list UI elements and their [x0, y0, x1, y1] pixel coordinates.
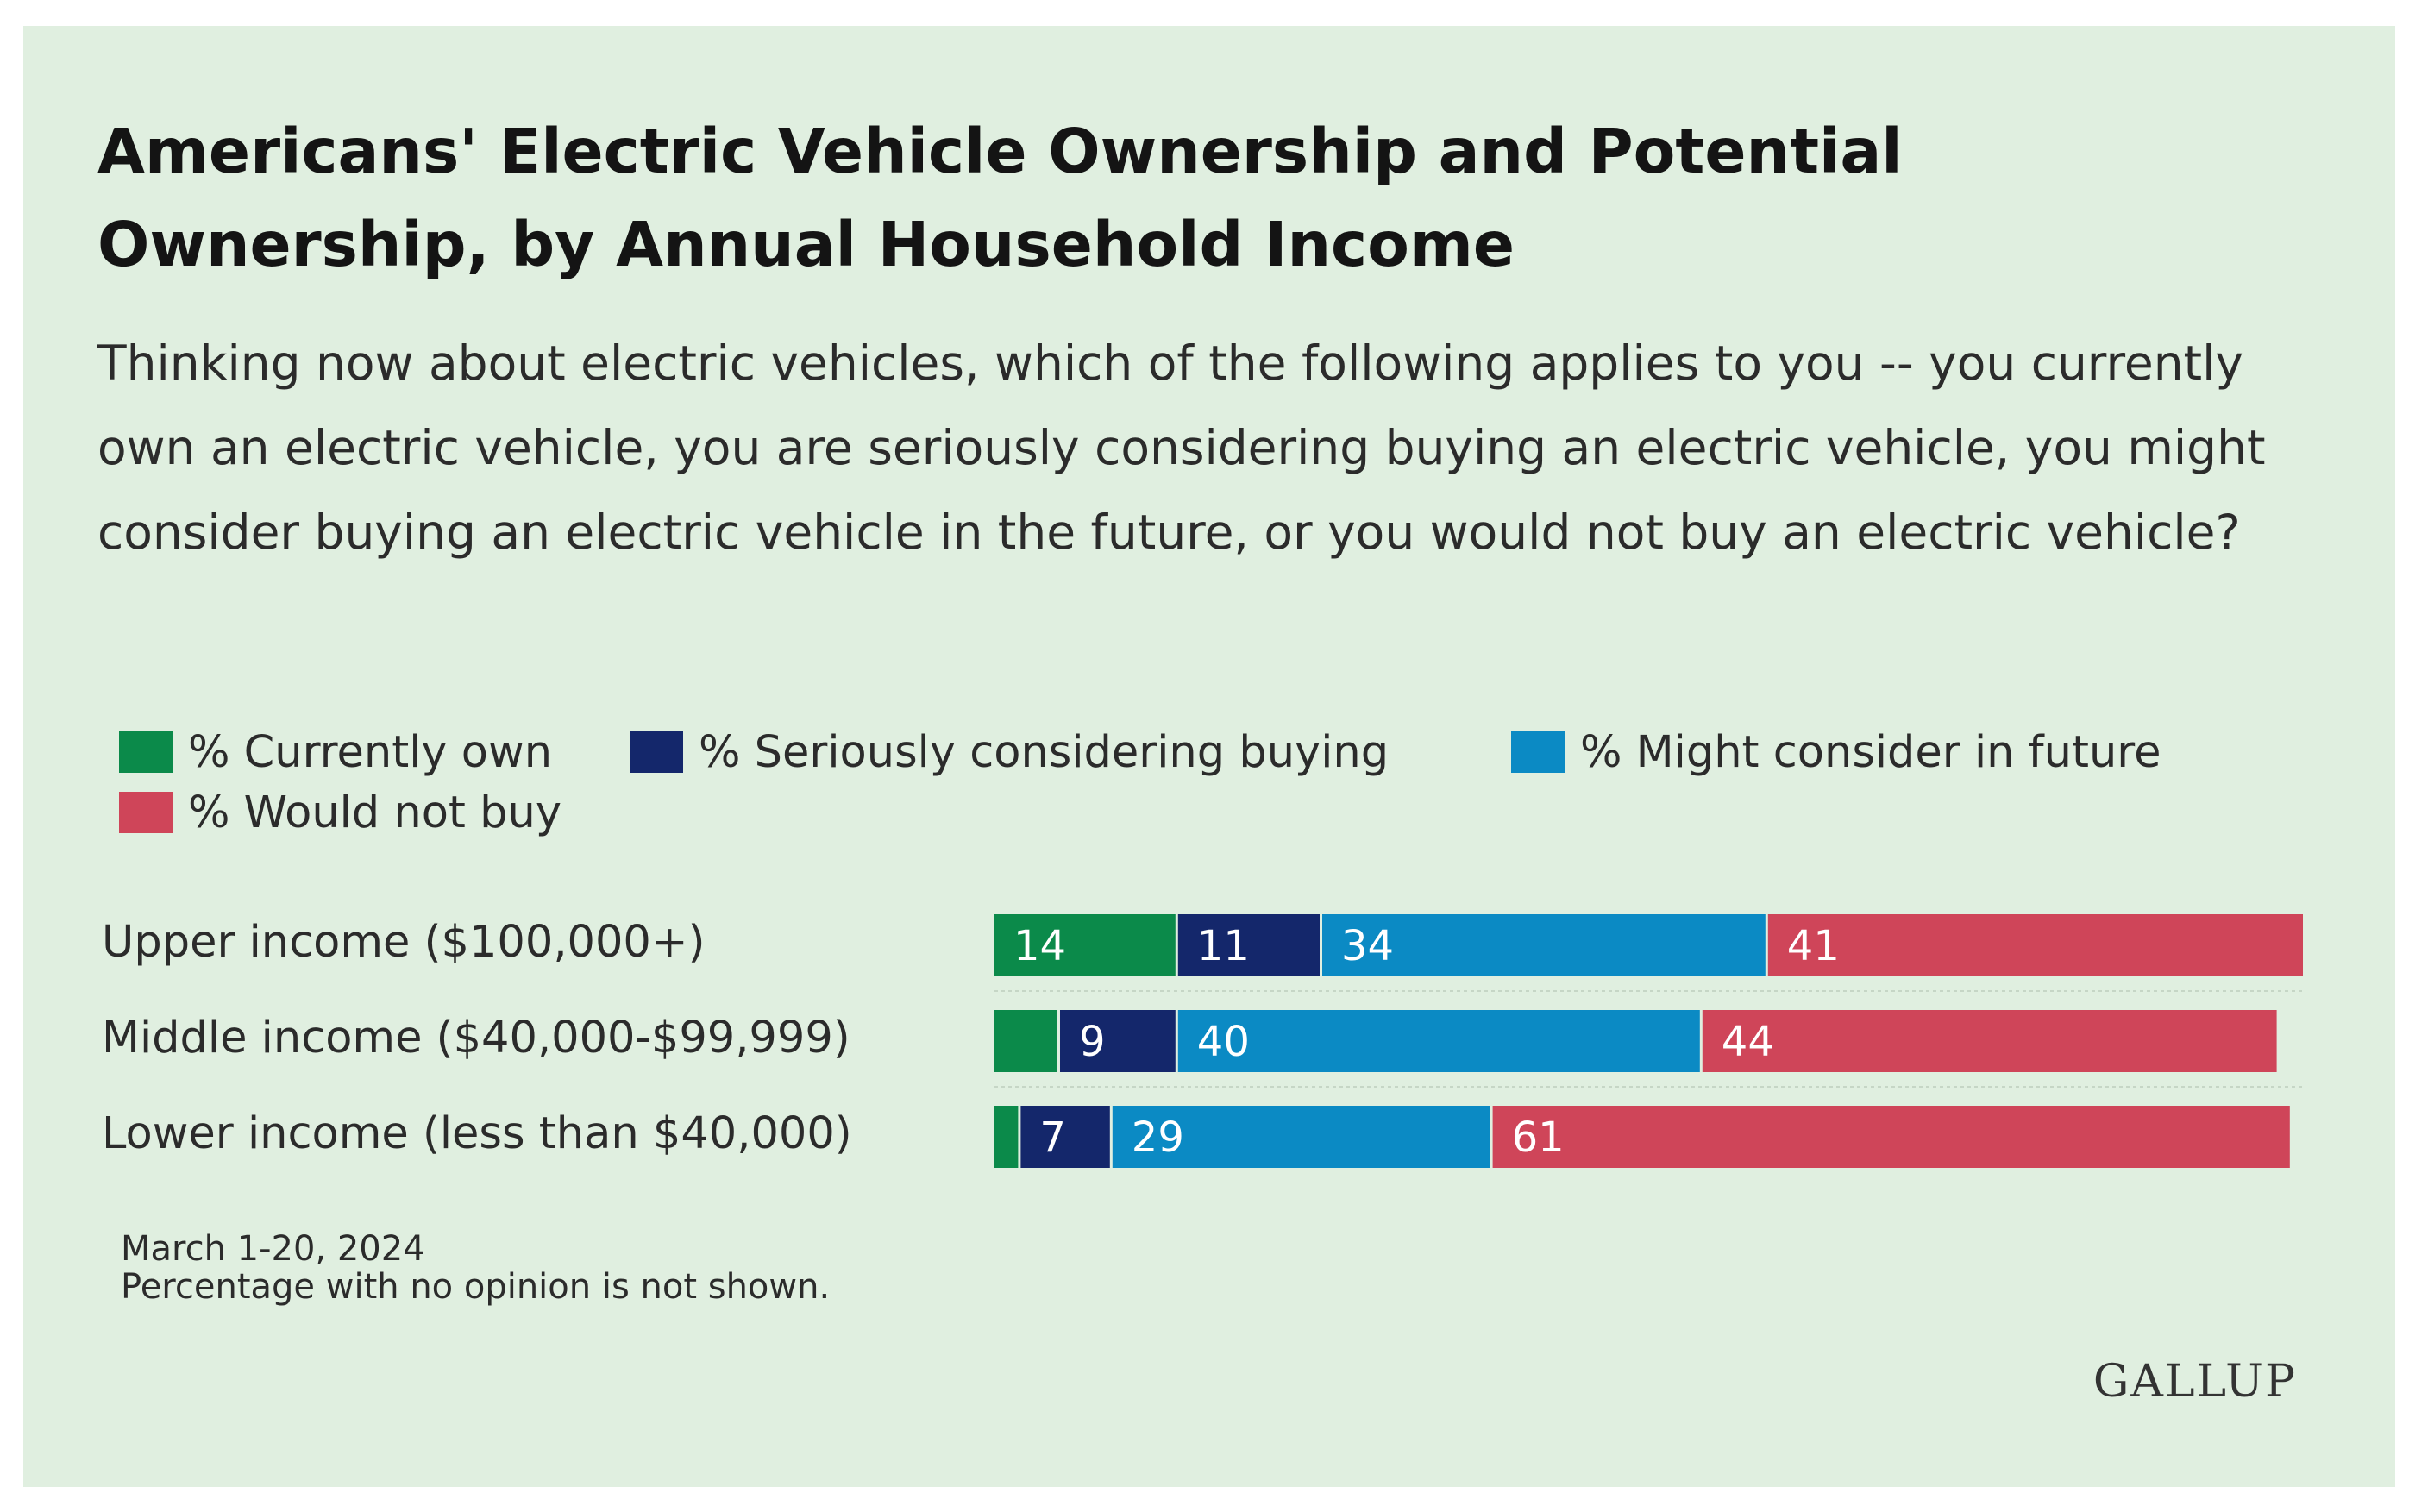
legend-swatch-seriously-considering: [630, 731, 683, 773]
data-label-would-not-buy-row-1: 41: [1787, 922, 1840, 970]
bar-segment-currently-own-row-1: [994, 914, 1176, 976]
category-label-upper-income: Upper income ($100,000+): [102, 917, 706, 968]
bar-segment-might-consider-row-2: [1177, 1010, 1700, 1072]
bar-segment-might-consider-row-3: [1112, 1106, 1490, 1168]
bar-segment-would-not-buy-row-2: [1702, 1010, 2277, 1072]
bar-segment-would-not-buy-row-1: [1767, 914, 2303, 976]
category-label-lower-income: Lower income (less than $40,000): [102, 1108, 852, 1159]
legend-swatch-would-not-buy: [119, 792, 173, 833]
chart-panel: [23, 26, 2395, 1487]
legend-label-would-not-buy: % Would not buy: [188, 787, 562, 838]
data-label-might-consider-row-3: 29: [1132, 1114, 1184, 1162]
chart-title: Americans' Electric Vehicle Ownership an…: [97, 116, 1903, 280]
legend-label-seriously-considering: % Seriously considering buying: [699, 726, 1390, 778]
bar-segment-seriously-considering-row-1: [1177, 914, 1320, 976]
legend-swatch-currently-own: [119, 731, 173, 773]
bar-segment-would-not-buy-row-3: [1492, 1106, 2290, 1168]
legend-label-currently-own: % Currently own: [188, 726, 553, 778]
bar-segment-currently-own-row-2: [994, 1010, 1057, 1072]
no-opinion-note: Percentage with no opinion is not shown.: [121, 1267, 831, 1307]
data-label-might-consider-row-2: 40: [1197, 1018, 1250, 1066]
legend-item-might-consider: % Might consider in future: [1511, 726, 2161, 778]
data-label-would-not-buy-row-3: 61: [1512, 1114, 1565, 1162]
data-label-currently-own-row-1: 14: [1013, 922, 1066, 970]
data-label-would-not-buy-row-2: 44: [1722, 1018, 1774, 1066]
legend-item-seriously-considering: % Seriously considering buying: [630, 726, 1389, 778]
legend-item-currently-own: % Currently own: [119, 726, 552, 778]
bar-segment-seriously-considering-row-3: [1020, 1106, 1110, 1168]
survey-date: March 1-20, 2024: [121, 1229, 425, 1269]
gallup-logo: GALLUP: [2092, 1356, 2297, 1408]
bar-segment-might-consider-row-1: [1322, 914, 1766, 976]
legend-swatch-might-consider: [1511, 731, 1565, 773]
data-label-might-consider-row-1: 34: [1341, 922, 1394, 970]
data-label-seriously-considering-row-1: 11: [1197, 922, 1250, 970]
legend-label-might-consider: % Might consider in future: [1580, 726, 2161, 778]
bar-segment-currently-own-row-3: [994, 1106, 1019, 1168]
bar-segment-seriously-considering-row-2: [1060, 1010, 1176, 1072]
data-label-seriously-considering-row-3: 7: [1039, 1114, 1066, 1162]
data-label-seriously-considering-row-2: 9: [1079, 1018, 1106, 1066]
legend-item-would-not-buy: % Would not buy: [119, 787, 561, 838]
chart-subtitle: Thinking now about electric vehicles, wh…: [97, 336, 2266, 560]
category-label-middle-income: Middle income ($40,000-$99,999): [102, 1013, 850, 1063]
